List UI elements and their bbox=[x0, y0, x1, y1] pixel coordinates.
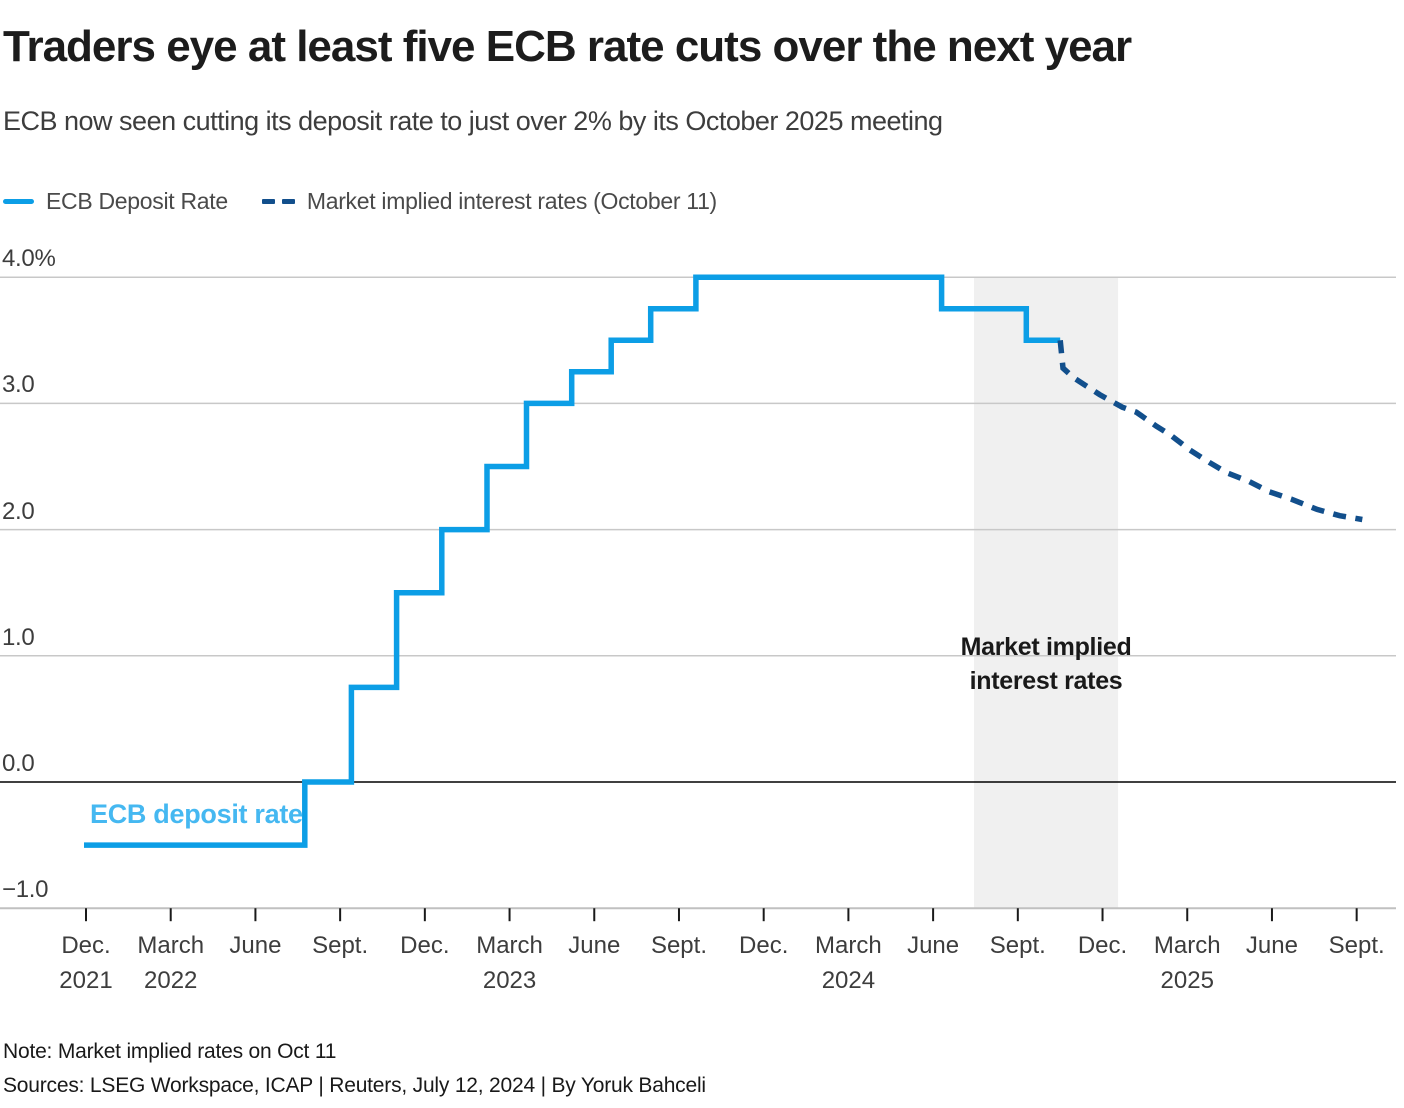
x-axis-year: 2025 bbox=[1160, 967, 1214, 994]
x-axis-label: March 2025 bbox=[1154, 928, 1221, 998]
footnote: Note: Market implied rates on Oct 11 bbox=[3, 1040, 337, 1063]
x-axis-month: Dec. bbox=[61, 932, 111, 959]
x-axis-label: Dec. bbox=[739, 928, 788, 963]
x-axis-month: Dec. bbox=[1077, 932, 1128, 959]
x-axis-label: Sept. bbox=[312, 928, 368, 963]
x-axis-label: June bbox=[907, 928, 959, 963]
x-axis-year: 2022 bbox=[144, 967, 198, 994]
legend-label: ECB Deposit Rate bbox=[46, 188, 228, 214]
x-axis-month: Sept. bbox=[1328, 932, 1385, 959]
legend: ECB Deposit Rate Market implied interest… bbox=[3, 188, 717, 215]
y-axis-label: 0.0 bbox=[2, 750, 35, 777]
annotation-line: Market implied bbox=[960, 633, 1132, 661]
x-axis-month: June bbox=[229, 932, 282, 959]
x-axis-label: Dec. bbox=[400, 928, 449, 963]
x-axis-month: March bbox=[137, 932, 205, 959]
x-axis-label: June bbox=[568, 928, 620, 963]
x-axis-label: Dec. bbox=[1078, 928, 1127, 963]
legend-label: Market implied interest rates (October 1… bbox=[306, 188, 717, 214]
sources-line: Sources: LSEG Workspace, ICAP | Reuters,… bbox=[3, 1074, 706, 1097]
forecast-band bbox=[974, 278, 1119, 909]
x-axis-month: Dec. bbox=[739, 932, 789, 959]
x-axis-month: March bbox=[476, 932, 543, 959]
x-axis-month: March bbox=[1153, 932, 1221, 959]
x-axis-month: June bbox=[907, 932, 960, 959]
x-axis-year: 2023 bbox=[482, 967, 537, 994]
y-axis-label: −1.0 bbox=[2, 876, 49, 904]
page-subtitle: ECB now seen cutting its deposit rate to… bbox=[3, 106, 943, 136]
page-title: Traders eye at least five ECB rate cuts … bbox=[3, 22, 1132, 71]
y-axis-label: 3.0 bbox=[2, 371, 35, 399]
x-axis-year: 2021 bbox=[59, 967, 113, 994]
x-axis-label: Sept. bbox=[1329, 928, 1385, 963]
x-axis-label: Sept. bbox=[990, 928, 1046, 963]
annotation-line: interest rates bbox=[969, 667, 1123, 695]
x-axis-month: March bbox=[815, 932, 882, 959]
x-axis-label: March 2024 bbox=[815, 928, 882, 998]
y-axis-label: 1.0 bbox=[2, 623, 35, 651]
x-axis-month: Sept. bbox=[312, 932, 369, 959]
dashed-line-swatch-icon bbox=[261, 199, 295, 204]
x-axis-month: June bbox=[1245, 932, 1298, 959]
x-axis-label: Sept. bbox=[651, 928, 707, 963]
x-axis-month: Dec. bbox=[400, 932, 450, 959]
x-axis-label: June bbox=[229, 928, 281, 963]
x-axis-label: June bbox=[1246, 928, 1298, 963]
solid-line-swatch-icon bbox=[3, 199, 34, 204]
y-axis-label: 4.0% bbox=[2, 245, 56, 273]
dash-segment bbox=[261, 199, 275, 204]
ecb-deposit-rate-label: ECB deposit rate bbox=[90, 799, 303, 829]
deposit-rate-line bbox=[84, 274, 1061, 848]
legend-item-market-implied: Market implied interest rates (October 1… bbox=[261, 188, 717, 215]
legend-item-deposit-rate: ECB Deposit Rate bbox=[3, 188, 228, 215]
x-axis-month: Sept. bbox=[650, 932, 707, 959]
x-axis-label: Dec. 2021 bbox=[59, 928, 112, 998]
y-axis-label: 2.0 bbox=[2, 497, 35, 525]
market-implied-annotation: Market implied interest rates bbox=[946, 630, 1146, 698]
x-axis-month: Sept. bbox=[989, 932, 1046, 959]
x-axis-label: March 2022 bbox=[137, 928, 204, 998]
x-axis-month: June bbox=[568, 932, 621, 959]
x-axis-label: March 2023 bbox=[476, 928, 543, 998]
market-implied-line bbox=[1057, 340, 1363, 523]
dash-segment bbox=[281, 199, 295, 204]
x-axis-year: 2024 bbox=[821, 967, 876, 994]
